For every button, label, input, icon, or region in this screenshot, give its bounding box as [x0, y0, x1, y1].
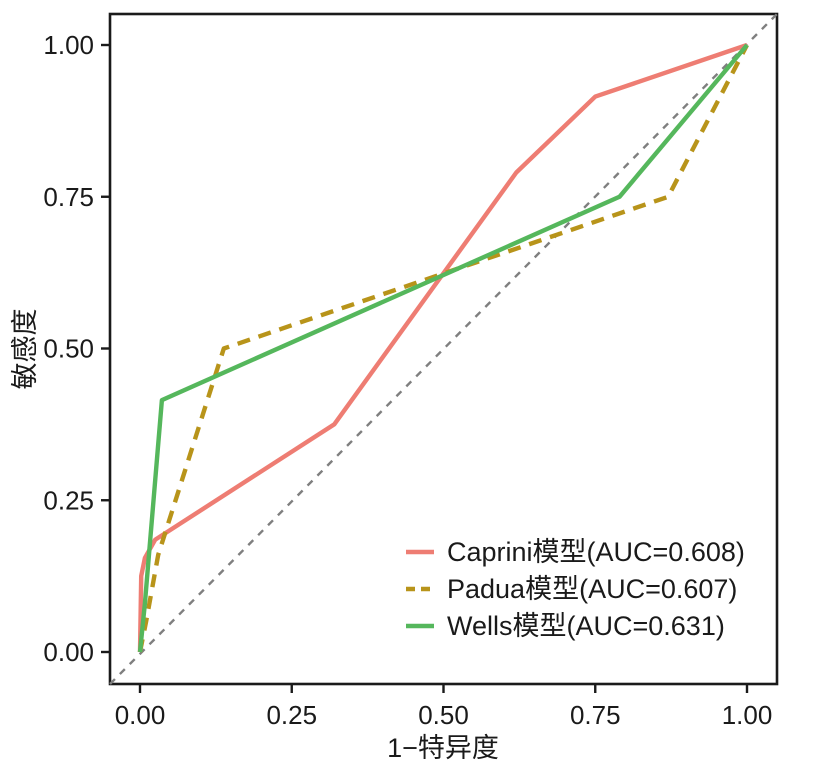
- x-tick-label: 0.50: [418, 700, 469, 730]
- roc-curve-wells: [137, 43, 749, 653]
- roc-curve-padua: [137, 43, 749, 653]
- y-tick-label: 0.00: [43, 637, 94, 667]
- x-tick-label: 1.00: [722, 700, 773, 730]
- y-tick-label: 0.25: [43, 485, 94, 515]
- legend-label-wells: Wells模型(AUC=0.631): [447, 611, 725, 641]
- y-tick-label: 0.50: [43, 334, 94, 364]
- x-tick-label: 0.25: [266, 700, 317, 730]
- y-axis-label: 敏感度: [10, 309, 40, 390]
- y-tick-label: 1.00: [43, 30, 94, 60]
- x-axis-label: 1−特异度: [387, 733, 499, 763]
- chance-diagonal-line: [109, 13, 778, 685]
- x-tick-label: 0.75: [570, 700, 621, 730]
- legend-label-caprini: Caprini模型(AUC=0.608): [447, 537, 745, 567]
- legend-label-padua: Padua模型(AUC=0.607): [447, 574, 737, 604]
- roc-curve-caprini: [137, 42, 748, 653]
- y-tick-label: 0.75: [43, 182, 94, 212]
- x-tick-label: 0.00: [115, 700, 166, 730]
